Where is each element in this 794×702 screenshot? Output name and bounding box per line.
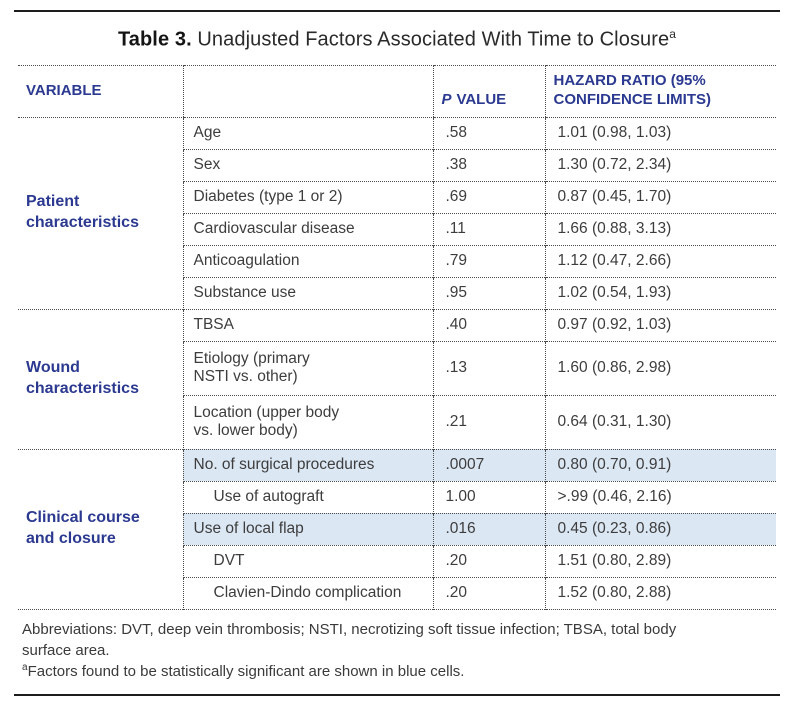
table-header-row: VARIABLE P VALUE HAZARD RATIO (95% CONFID… [18,64,776,118]
table-title-text: Unadjusted Factors Associated With Time … [191,28,670,51]
cell-hazard-ratio: 1.12 (0.47, 2.66) [544,244,776,278]
cell-hazard-ratio: 1.01 (0.98, 1.03) [544,116,776,150]
header-p-rest: VALUE [456,91,507,109]
table-row: Wound characteristics TBSA .40 0.97 (0.9… [18,308,776,450]
cell-hazard-ratio: 1.51 (0.80, 2.89) [544,544,776,578]
cell-p-value: .20 [432,544,545,578]
cell-variable: Use of autograft [182,480,433,514]
cell-hazard-ratio: 0.45 (0.23, 0.86) [544,512,776,546]
cell-hazard-ratio: 1.60 (0.86, 2.98) [544,340,776,396]
cell-p-value: 1.00 [432,480,545,514]
cell-variable: Anticoagulation [182,244,433,278]
header-variable: VARIABLE [18,64,183,118]
table-row: Anticoagulation .79 1.12 (0.47, 2.66) [18,244,776,278]
cell-p-value: .21 [432,394,545,450]
footnote-abbreviations: Abbreviations: DVT, deep vein thrombosis… [22,620,677,659]
table-row: Patient characteristics Age .58 1.01 (0.… [18,116,776,310]
cell-p-value: .58 [432,116,545,150]
header-hazard-ratio: HAZARD RATIO (95% CONFIDENCE LIMITS) [544,64,776,118]
cell-variable: Clavien-Dindo complication [182,576,433,610]
cell-hazard-ratio: 1.52 (0.80, 2.88) [544,576,776,610]
cell-hazard-ratio: 0.87 (0.45, 1.70) [544,180,776,214]
header-p-value: P VALUE [432,64,545,118]
cell-p-value: .016 [432,512,545,546]
table-row: Diabetes (type 1 or 2) .69 0.87 (0.45, 1… [18,180,776,214]
table-footnotes: Abbreviations: DVT, deep vein thrombosis… [22,619,774,683]
cell-variable: Substance use [182,276,433,310]
footnote-a: aFactors found to be statistically signi… [22,661,774,682]
cell-variable: Location (upper body vs. lower body) [182,394,433,450]
header-p-italic: P [441,91,452,109]
cell-p-value: .95 [432,276,545,310]
group-label-patient-characteristics: Patient characteristics [18,116,183,310]
cell-p-value: .79 [432,244,545,278]
table-title-label: Table 3. [117,28,192,51]
top-rule [14,10,780,12]
cell-hazard-ratio: 0.97 (0.92, 1.03) [544,308,776,342]
group-label-wound-characteristics: Wound characteristics [18,308,183,450]
cell-variable: No. of surgical procedures [182,448,433,482]
cell-variable: Diabetes (type 1 or 2) [182,180,433,214]
cell-p-value: .11 [432,212,545,246]
header-empty [182,64,433,118]
cell-p-value: .69 [432,180,545,214]
cell-hazard-ratio: >.99 (0.46, 2.16) [544,480,776,514]
table-row: Clavien-Dindo complication .20 1.52 (0.8… [18,576,776,610]
table-row: Location (upper body vs. lower body) .21… [18,394,776,450]
cell-variable: Use of local flap [182,512,433,546]
table-title-superscript: a [669,27,677,41]
cell-p-value: .40 [432,308,545,342]
table-title: Table 3. Unadjusted Factors Associated W… [20,27,774,52]
cell-hazard-ratio: 0.64 (0.31, 1.30) [544,394,776,450]
cell-hazard-ratio: 1.02 (0.54, 1.93) [544,276,776,310]
table-row-significant: Clinical course and closure No. of surgi… [18,448,776,610]
footnote-a-superscript: a [22,662,28,674]
table-row: Etiology (primary NSTI vs. other) .13 1.… [18,340,776,396]
cell-p-value: .0007 [432,448,545,482]
factors-table: VARIABLE P VALUE HAZARD RATIO (95% CONFID… [18,64,776,610]
table-row: Substance use .95 1.02 (0.54, 1.93) [18,276,776,310]
cell-variable: TBSA [182,308,433,342]
table-row: Use of autograft 1.00 >.99 (0.46, 2.16) [18,480,776,514]
cell-hazard-ratio: 1.30 (0.72, 2.34) [544,148,776,182]
bottom-rule [14,693,780,696]
table-row: DVT .20 1.51 (0.80, 2.89) [18,544,776,578]
footnote-a-text: Factors found to be statistically signif… [27,663,465,681]
cell-variable: DVT [182,544,433,578]
table-row: Sex .38 1.30 (0.72, 2.34) [18,148,776,182]
cell-hazard-ratio: 0.80 (0.70, 0.91) [544,448,776,482]
group-label-clinical-course: Clinical course and closure [18,448,183,610]
cell-hazard-ratio: 1.66 (0.88, 3.13) [544,212,776,246]
cell-p-value: .38 [432,148,545,182]
table-row-significant: Use of local flap .016 0.45 (0.23, 0.86) [18,512,776,546]
cell-variable: Age [182,116,433,150]
table-row: Cardiovascular disease .11 1.66 (0.88, 3… [18,212,776,246]
cell-variable: Sex [182,148,433,182]
cell-p-value: .13 [432,340,545,396]
cell-variable: Cardiovascular disease [182,212,433,246]
cell-p-value: .20 [432,576,545,610]
cell-variable: Etiology (primary NSTI vs. other) [182,340,433,396]
